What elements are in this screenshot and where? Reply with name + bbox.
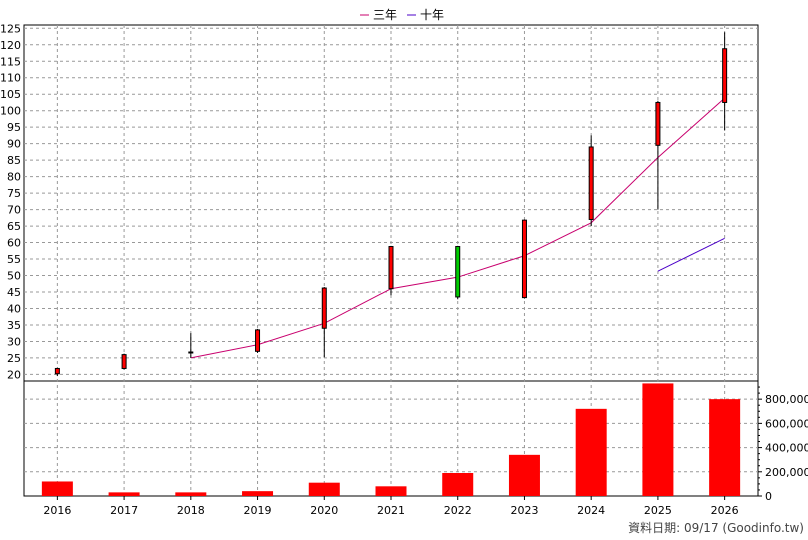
volume-bar (508, 454, 540, 496)
volume-tick-label: 600,000 (765, 417, 808, 430)
price-tick-label: 120 (0, 39, 21, 52)
candle-body (655, 101, 661, 146)
legend-label: 三年 (373, 8, 397, 22)
x-tick-label: 2020 (310, 504, 338, 517)
price-tick-label: 85 (7, 154, 21, 167)
volume-bar (642, 383, 674, 496)
x-tick-label: 2023 (510, 504, 538, 517)
volume-bar (41, 481, 73, 496)
price-tick-label: 95 (7, 121, 21, 134)
volume-bar (175, 492, 207, 496)
volume-bar (308, 482, 340, 496)
price-tick-label: 55 (7, 253, 21, 266)
candle-body (388, 246, 394, 290)
price-tick-label: 50 (7, 270, 21, 283)
candle-body (455, 246, 461, 298)
x-tick-label: 2024 (577, 504, 605, 517)
x-tick-label: 2025 (644, 504, 672, 517)
price-tick-label: 90 (7, 138, 21, 151)
price-tick-label: 100 (0, 105, 21, 118)
price-tick-label: 65 (7, 220, 21, 233)
series-line (190, 97, 725, 359)
volume-tick-label: 400,000 (765, 442, 808, 455)
chart-marks (41, 32, 741, 496)
legend: 三年 十年 (360, 8, 444, 22)
volume-bar (375, 486, 407, 496)
candle-body (321, 287, 327, 329)
x-tick-label: 2017 (110, 504, 138, 517)
volume-bar (709, 399, 741, 496)
series-line (657, 237, 725, 272)
x-tick-label: 2022 (444, 504, 472, 517)
x-tick-label: 2021 (377, 504, 405, 517)
price-tick-label: 80 (7, 171, 21, 184)
candle-body (255, 329, 261, 352)
volume-tick-label: 200,000 (765, 466, 808, 479)
price-tick-label: 110 (0, 72, 21, 85)
volume-bar (242, 491, 274, 496)
x-tick-label: 2019 (244, 504, 272, 517)
volume-bar (575, 408, 607, 496)
axes: 2025303540455055606570758085909510010511… (0, 22, 808, 517)
price-tick-label: 105 (0, 88, 21, 101)
price-tick-label: 60 (7, 237, 21, 250)
price-tick-label: 35 (7, 319, 21, 332)
volume-tick-label: 800,000 (765, 393, 808, 406)
x-tick-label: 2026 (711, 504, 739, 517)
price-tick-label: 45 (7, 286, 21, 299)
candle-body (54, 367, 60, 375)
price-tick-label: 30 (7, 335, 21, 348)
legend-label: 十年 (420, 8, 444, 22)
x-tick-label: 2016 (43, 504, 71, 517)
price-tick-label: 25 (7, 352, 21, 365)
x-tick-label: 2018 (177, 504, 205, 517)
candle-body (722, 48, 728, 103)
price-tick-label: 40 (7, 302, 21, 315)
price-tick-label: 125 (0, 22, 21, 35)
candle-body (121, 354, 127, 369)
source-note: 資料日期: 09/17 (Goodinfo.tw) (628, 521, 804, 535)
candle-body (521, 219, 527, 299)
volume-tick-label: 0 (765, 490, 772, 503)
volume-bar (108, 492, 140, 496)
price-tick-label: 115 (0, 55, 21, 68)
candle-body (588, 146, 594, 220)
price-tick-label: 75 (7, 187, 21, 200)
volume-bar (442, 473, 474, 496)
price-tick-label: 70 (7, 204, 21, 217)
price-tick-label: 20 (7, 368, 21, 381)
candle-body (188, 351, 194, 354)
